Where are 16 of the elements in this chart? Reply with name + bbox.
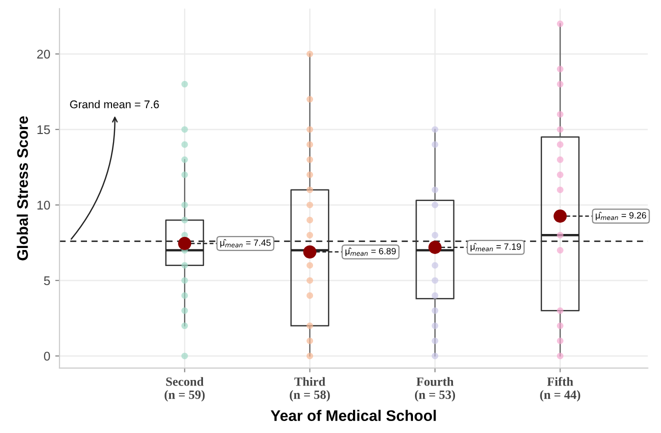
x-tick-label: Third (n = 58) — [290, 377, 330, 402]
y-tick-label: 5 — [44, 276, 50, 286]
ref-line-label: Grand mean = 7.6 — [70, 100, 159, 108]
annotation: μ̂$_{mean}$ = 6.89 — [345, 248, 396, 256]
y-tick-label: 0 — [44, 352, 50, 361]
x-tick-label: Fifth (n = 44) — [540, 376, 580, 402]
y-tick-label: 10 — [38, 200, 50, 210]
x-tick-label: Second (n = 59) — [164, 377, 205, 402]
x-axis-title: Year of Medical School — [270, 410, 436, 422]
y-axis-title: Global Stress Score — [16, 116, 28, 260]
y-tick-label: 15 — [38, 125, 50, 134]
y-tick-label: 20 — [37, 50, 50, 59]
annotation: μ̂$_{mean}$ = 7.45 — [220, 239, 271, 248]
x-tick-label: Fourth (n = 53) — [414, 377, 456, 402]
annotation: μ̂$_{mean}$ = 7.19 — [470, 243, 521, 252]
annotation: μ̂$_{mean}$ = 9.26 — [596, 212, 646, 220]
